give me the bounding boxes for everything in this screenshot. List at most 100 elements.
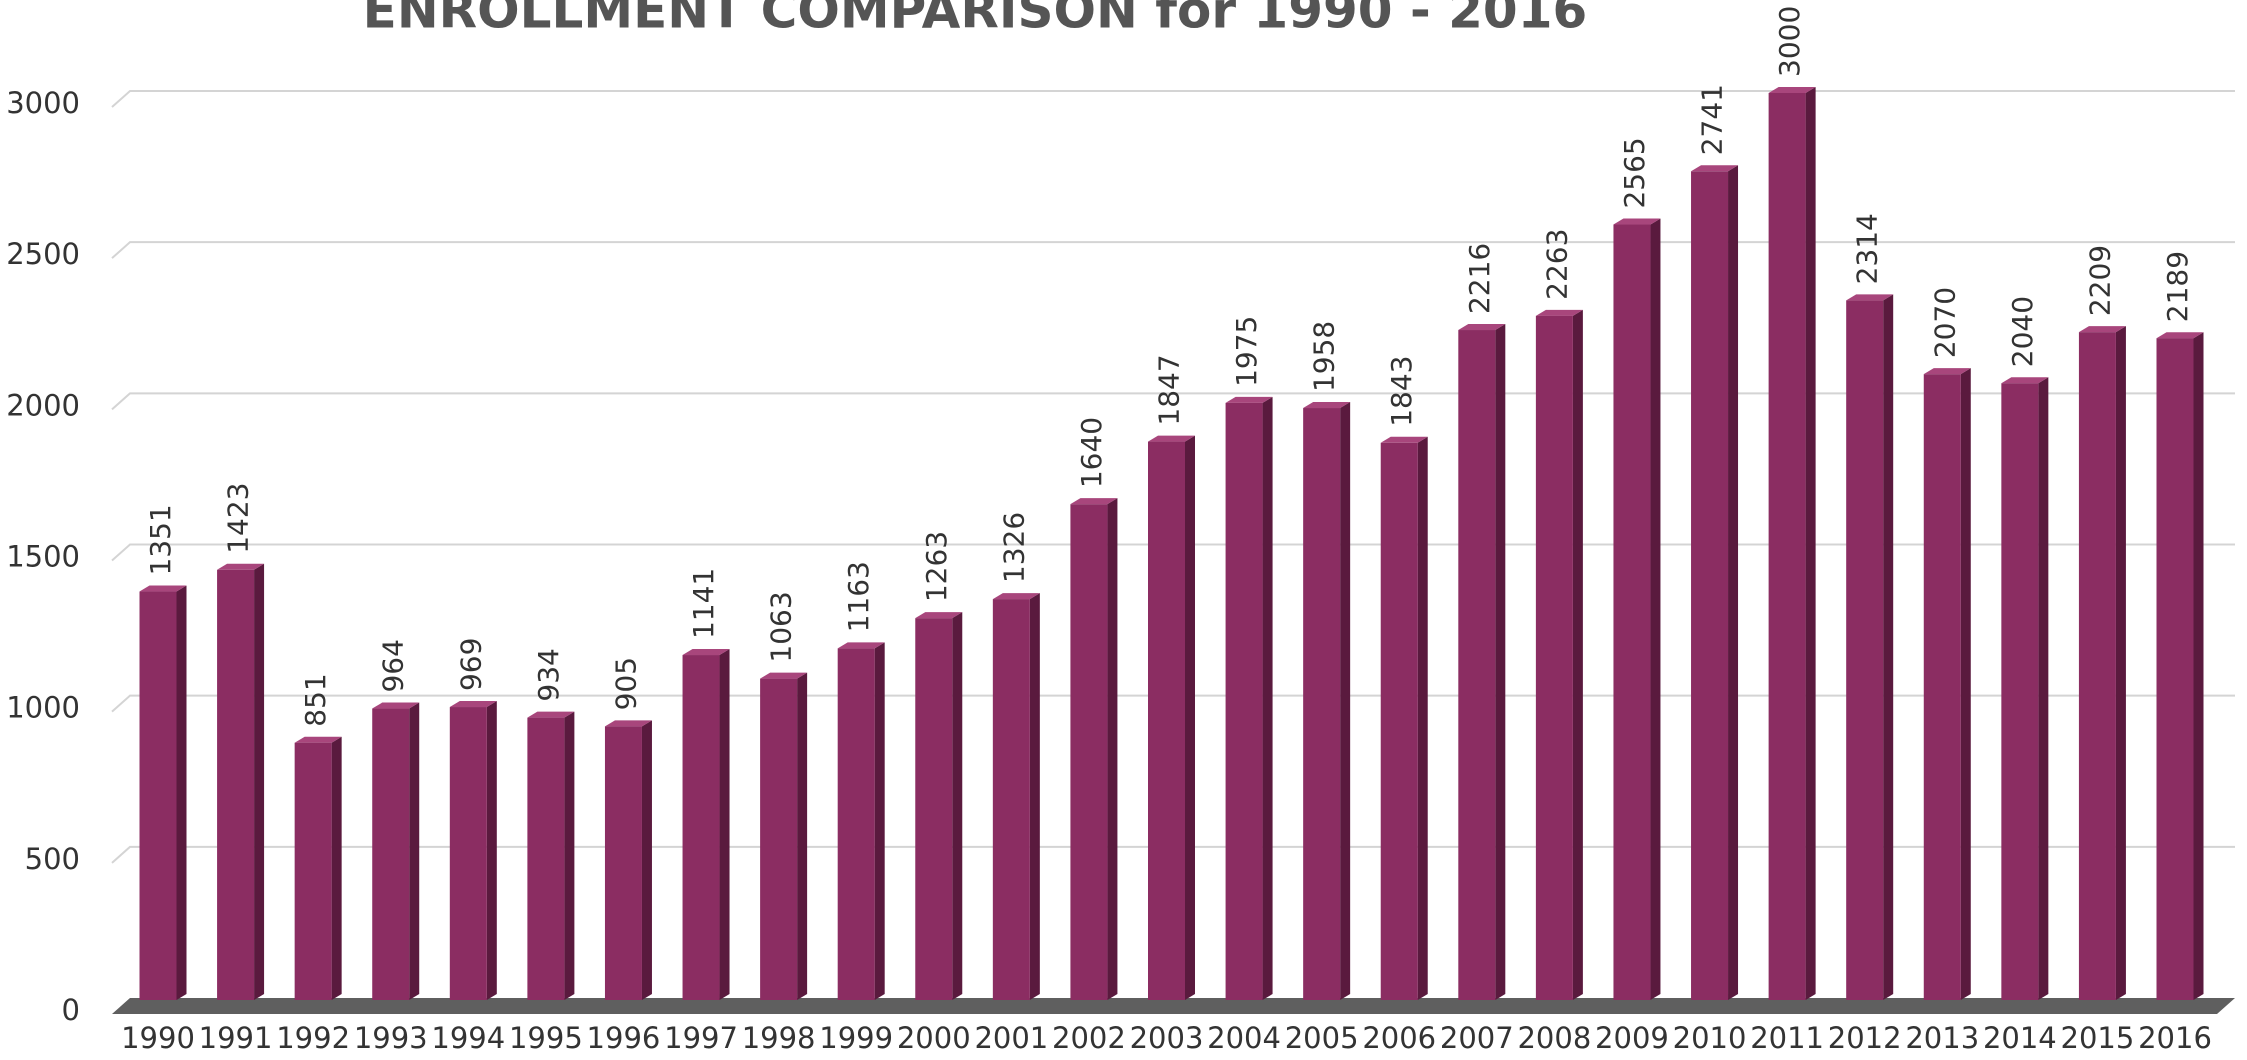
data-label: 2263 (1540, 229, 1573, 300)
bar (449, 707, 487, 1000)
grid-line (111, 543, 2235, 562)
y-tick-label: 1000 (6, 691, 80, 725)
bar (1148, 441, 1185, 1000)
data-label: 2314 (1851, 213, 1884, 284)
bar-top (1225, 396, 1273, 403)
bar (1613, 224, 1651, 1000)
bar-top (760, 672, 808, 679)
bar (1923, 374, 1961, 1000)
bar-top (1535, 309, 1583, 316)
bar-side (1883, 294, 1894, 1001)
x-tick-label: 2010 (1673, 1021, 1747, 1055)
x-tick-label: 2002 (1052, 1021, 1126, 1055)
y-tick-label: 500 (25, 842, 80, 876)
bar-top (294, 736, 342, 743)
bar (682, 655, 720, 1000)
bar-top (527, 711, 575, 718)
bar (2156, 338, 2194, 1000)
x-tick-label: 2013 (1905, 1021, 1979, 1055)
x-tick-label: 2011 (1750, 1021, 1824, 1055)
data-label: 2565 (1618, 137, 1651, 208)
bar (2078, 332, 2116, 1001)
bar (372, 708, 410, 1000)
data-label: 1326 (997, 512, 1030, 583)
bar-side (1572, 309, 1583, 1000)
bar-side (254, 563, 265, 1000)
y-tick-label: 2000 (6, 388, 80, 422)
data-label: 851 (299, 673, 332, 726)
data-label: 1141 (687, 568, 720, 639)
x-tick-label: 2005 (1285, 1021, 1359, 1055)
bar (294, 742, 332, 1000)
bar-side (409, 702, 420, 1000)
bar-top (1846, 294, 1894, 301)
bar-side (564, 711, 575, 1000)
data-label: 964 (377, 639, 410, 692)
bar-side (1340, 402, 1351, 1000)
bar-top (682, 649, 730, 656)
bar-top (2078, 326, 2126, 333)
bar-side (1728, 165, 1739, 1001)
data-label: 1958 (1308, 321, 1341, 392)
data-label: 1423 (222, 483, 255, 554)
bar-top (449, 701, 497, 708)
bar (1380, 442, 1418, 1000)
data-label: 1975 (1230, 316, 1263, 387)
bar (1768, 93, 1806, 1000)
x-tick-label: 1991 (199, 1021, 273, 1055)
bar-side (1262, 396, 1273, 1000)
x-tick-label: 2009 (1595, 1021, 1669, 1055)
bar-top (915, 612, 963, 619)
bar-top (1691, 165, 1739, 172)
bar (604, 726, 642, 1000)
y-tick-label: 2500 (6, 237, 80, 271)
bar (1303, 408, 1341, 1000)
y-tick-label: 1500 (6, 540, 80, 574)
bar-side (2115, 326, 2126, 1001)
x-tick-label: 1993 (354, 1021, 428, 1055)
x-tick-label: 2014 (1983, 1021, 2057, 1055)
y-tick-label: 0 (62, 993, 80, 1027)
grid-line (111, 392, 2235, 411)
x-tick-label: 2016 (2138, 1021, 2212, 1055)
data-label: 2741 (1696, 84, 1729, 155)
data-label: 934 (532, 648, 565, 701)
x-tick-label: 2015 (2061, 1021, 2135, 1055)
x-tick-label: 1994 (431, 1021, 505, 1055)
bar (1846, 300, 1884, 1001)
bar-top (1458, 324, 1506, 331)
bar-top (1380, 436, 1428, 443)
x-tick-label: 2008 (1517, 1021, 1591, 1055)
bar-side (1650, 218, 1661, 1000)
bar-top (372, 702, 420, 709)
data-label: 1351 (144, 504, 177, 575)
bar-top (1303, 402, 1351, 409)
grid-line (111, 845, 2235, 864)
bar-side (1417, 436, 1428, 1000)
bar-top (992, 593, 1040, 600)
data-label: 2070 (1928, 287, 1961, 358)
x-tick-label: 1995 (509, 1021, 583, 1055)
bar-side (1495, 324, 1506, 1001)
data-label: 1640 (1075, 417, 1108, 488)
bar (1070, 504, 1108, 1000)
bar (217, 569, 255, 1000)
bar-top (1923, 368, 1971, 375)
y-tick-label: 3000 (6, 86, 80, 120)
bar (2001, 383, 2039, 1000)
bar (1458, 330, 1496, 1001)
bar-side (1029, 593, 1040, 1000)
bar (1225, 402, 1263, 1000)
bar-top (139, 585, 187, 592)
bar-top (2156, 332, 2204, 339)
grid-line (111, 694, 2235, 713)
data-label: 1843 (1385, 356, 1418, 427)
bar-side (1805, 87, 1816, 1000)
x-tick-label: 1999 (819, 1021, 893, 1055)
bar-side (952, 612, 963, 1000)
x-tick-label: 2001 (974, 1021, 1048, 1055)
bar-side (331, 736, 342, 1000)
bar-side (719, 649, 730, 1000)
grid-line (111, 90, 2235, 108)
